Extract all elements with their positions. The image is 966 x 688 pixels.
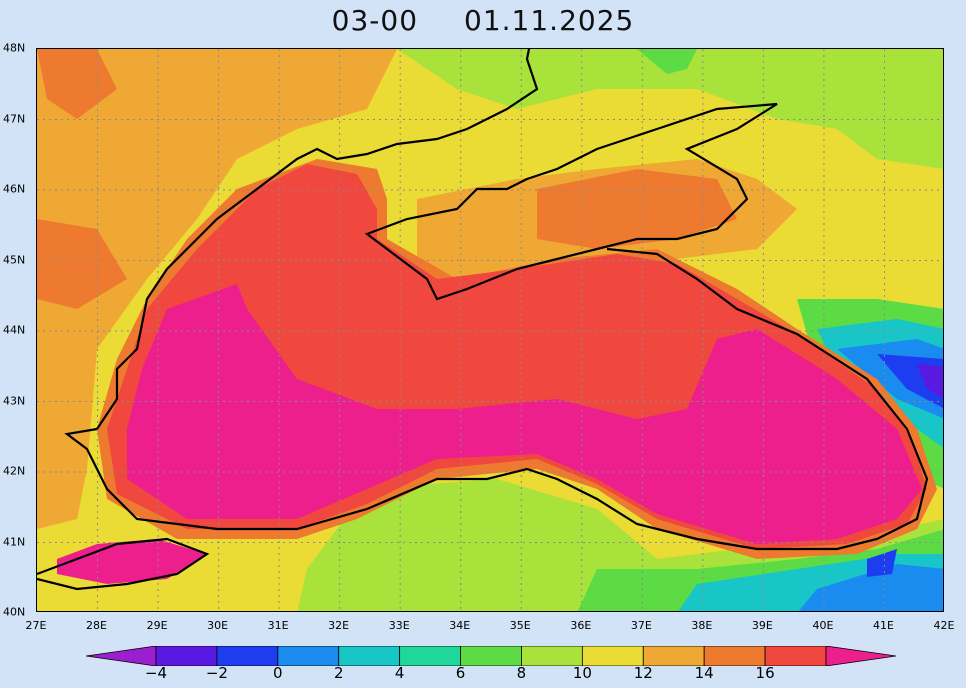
x-tick-label: 29E (146, 619, 168, 632)
colorbar-label: 14 (694, 664, 714, 682)
zone-14-nw (37, 49, 117, 119)
y-tick-label: 48N (3, 41, 26, 55)
colorbar-label: 8 (516, 664, 527, 682)
map-canvas (37, 49, 943, 611)
colorbar-segment (703, 646, 766, 666)
colorbar-segment (399, 646, 461, 666)
x-tick-label: 37E (630, 619, 652, 632)
x-tick-label: 32E (328, 619, 350, 632)
colorbar-segment (277, 646, 340, 666)
colorbar-label: 0 (273, 664, 283, 682)
coastline-crimea (364, 102, 778, 301)
map-title: 03-00 01.11.2025 (0, 4, 966, 37)
y-tick-label: 46N (3, 182, 26, 196)
colorbar-segment (460, 646, 522, 666)
x-tick-label: 30E (207, 619, 229, 632)
colorbar-label: 4 (394, 664, 405, 682)
y-tick-label: 42N (3, 464, 26, 478)
x-tick-label: 41E (872, 619, 894, 632)
x-tick-label: 36E (570, 619, 592, 632)
x-tick-label: 34E (449, 619, 471, 632)
marmara-sea (57, 539, 207, 584)
map-grid (37, 49, 943, 611)
coastline-northwest (96, 49, 539, 430)
x-tick-label: 35E (509, 619, 531, 632)
x-tick-label: 33E (388, 619, 410, 632)
colorbar-label: 10 (572, 664, 592, 682)
zone-14-azov (537, 169, 737, 249)
colorbar-segment (581, 646, 644, 666)
y-tick-label: 43N (3, 394, 26, 407)
zone-2-south (798, 564, 943, 611)
zone-18-sea (127, 284, 922, 544)
colorbar-label: −4 (144, 664, 168, 682)
colorbar-segment (764, 646, 827, 666)
colorbar-label: 16 (755, 664, 775, 682)
y-tick-label: 41N (3, 535, 26, 548)
colorbar-label: −2 (205, 664, 228, 682)
x-tick-label: 31E (267, 619, 289, 632)
x-tick-label: 27E (25, 619, 47, 632)
zone-12-west (37, 49, 397, 529)
zone-14-west (37, 219, 127, 309)
colorbar-min-arrow (86, 646, 157, 666)
colorbar-segment (216, 646, 279, 666)
colorbar-label: 2 (333, 664, 344, 682)
x-tick-label: 42E (933, 619, 955, 632)
x-tick-label: 40E (812, 619, 834, 632)
x-tick-label: 28E (86, 619, 108, 632)
x-tick-label: 38E (691, 619, 713, 632)
forecast-date: 01.11.2025 (464, 4, 635, 37)
colorbar-segment (155, 646, 218, 666)
y-tick-label: 40N (3, 605, 26, 619)
colorbar-label: 6 (455, 664, 466, 682)
temperature-map (36, 48, 944, 612)
colorbar-label: 12 (633, 664, 653, 682)
color-scale-bar (86, 646, 896, 666)
colorbar-max-arrow (825, 646, 896, 666)
colorbar-segment (521, 646, 583, 666)
zone-6-north (637, 49, 697, 74)
zone-m2-east (917, 364, 943, 398)
colorbar-segment (642, 646, 705, 666)
y-tick-label: 47N (3, 112, 26, 125)
x-tick-label: 39E (751, 619, 773, 632)
colorbar-segment (338, 646, 401, 666)
coastline-marmara (37, 537, 210, 591)
y-tick-label: 45N (3, 253, 26, 266)
y-tick-label: 44N (3, 323, 26, 337)
forecast-time: 03-00 (331, 4, 419, 37)
coastline-south (64, 247, 929, 551)
zone-0-south (867, 549, 897, 577)
